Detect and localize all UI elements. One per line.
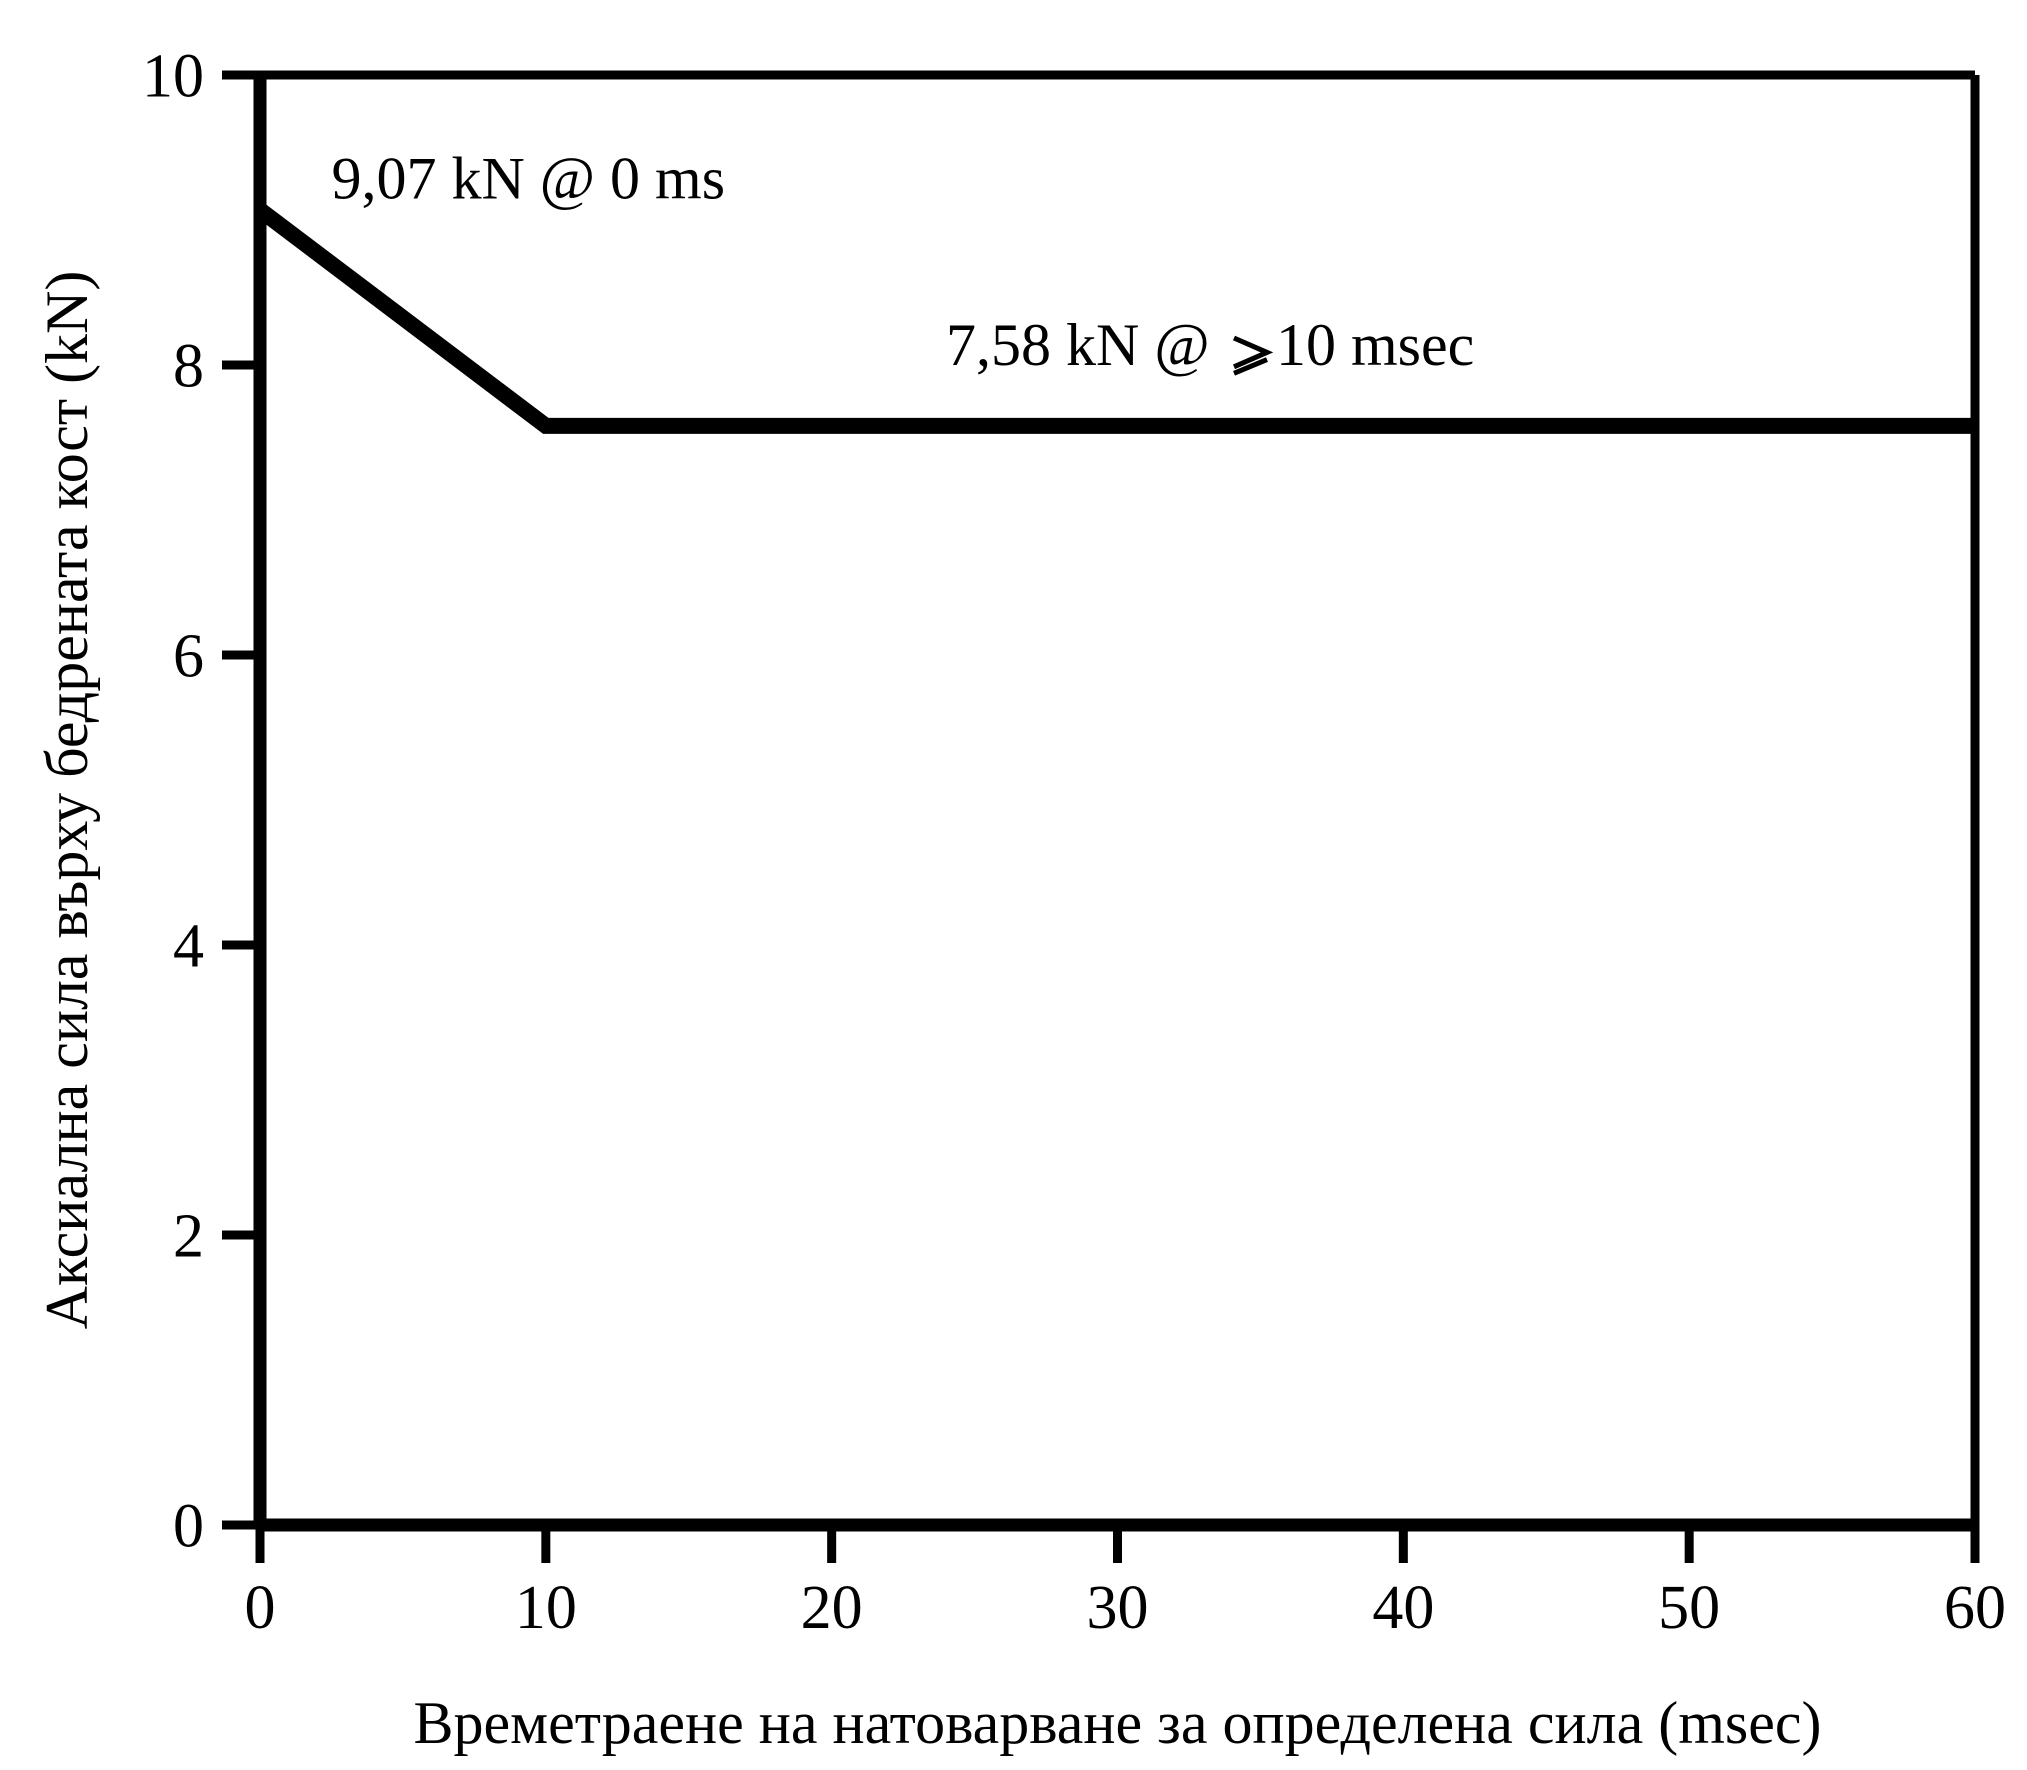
y-tick-label: 10 [142, 43, 204, 111]
x-axis-label: Времетраене на натоварване за определена… [414, 1690, 1822, 1756]
y-tick-label: 2 [173, 1203, 204, 1271]
x-tick-label: 10 [515, 1574, 577, 1642]
x-tick-label: 30 [1087, 1574, 1149, 1642]
x-tick-label: 60 [1944, 1574, 2006, 1642]
x-tick-label: 20 [801, 1574, 863, 1642]
annotation-text-after: 10 msec [1276, 312, 1474, 378]
y-axis-label: Аксиална сила върху бедрената кост (kN) [34, 271, 100, 1330]
y-tick-label: 8 [173, 333, 204, 401]
x-tick-label: 40 [1372, 1574, 1434, 1642]
x-tick-label: 50 [1658, 1574, 1720, 1642]
x-tick-label: 0 [245, 1574, 276, 1642]
annotation-pt10: 7,58 kN @ 10 msec [946, 312, 1474, 378]
y-tick-label: 0 [173, 1493, 204, 1561]
annotation-pt0: 9,07 kN @ 0 ms [331, 145, 725, 211]
y-tick-label: 4 [173, 913, 204, 981]
y-tick-label: 6 [173, 623, 204, 691]
annotation-text-before: 7,58 kN @ [946, 312, 1210, 378]
femur-force-chart: 0 10 20 30 40 50 60 0 2 4 6 8 10 Времетраене на натов… [0, 0, 2027, 1770]
